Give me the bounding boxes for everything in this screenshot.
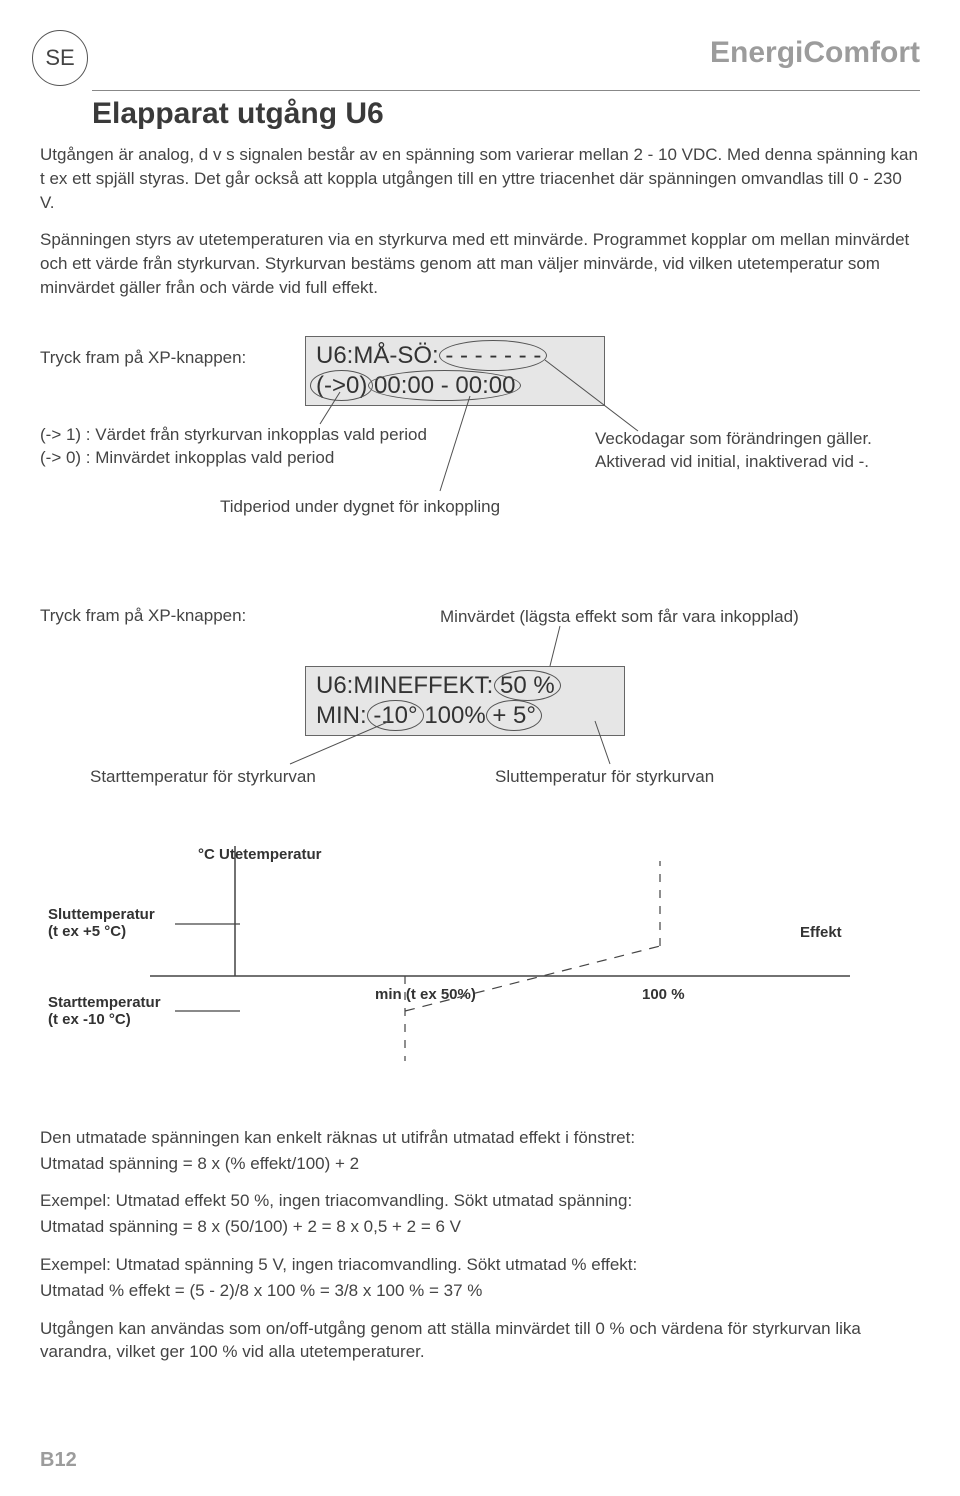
- anno-arrow1-l2: (-> 0) : Minvärdet inkopplas vald period: [40, 448, 334, 467]
- page-number: B12: [40, 1449, 77, 1472]
- tryck-label-2: Tryck fram på XP-knappen:: [40, 606, 246, 626]
- bottom-p4: Utgången kan användas som on/off-utgång …: [40, 1317, 920, 1365]
- brand-name: EnergiComfort: [710, 36, 920, 70]
- intro-para-1: Utgången är analog, d v s signalen bestå…: [40, 143, 920, 214]
- se-badge: SE: [32, 30, 88, 86]
- bottom-p3b: Utmatad % effekt = (5 - 2)/8 x 100 % = 3…: [40, 1279, 920, 1303]
- anno-minvardet: Minvärdet (lägsta effekt som får vara in…: [440, 606, 799, 629]
- curve-start-label: Starttemperatur (t ex -10 °C): [48, 994, 161, 1028]
- bottom-p2: Exempel: Utmatad effekt 50 %, ingen tria…: [40, 1189, 920, 1213]
- bottom-p1: Den utmatade spänningen kan enkelt räkna…: [40, 1126, 920, 1150]
- tryck-label-1: Tryck fram på XP-knappen:: [40, 348, 246, 368]
- curve-start-2: (t ex -10 °C): [48, 1011, 131, 1028]
- lcd2-line1-oval: 50 %: [500, 672, 555, 699]
- anno-starttemp: Starttemperatur för styrkurvan: [90, 766, 316, 789]
- lcd2-line2-mid: 100%: [424, 702, 485, 729]
- curve-slut-1: Sluttemperatur: [48, 906, 155, 923]
- lcd1-line1-pre: U6:MÅ-SÖ:: [316, 342, 439, 369]
- curve-hundred-label: 100 %: [642, 986, 685, 1003]
- lcd-mineffekt: U6:MINEFFEKT: 50 % MIN: -10° 100% + 5°: [305, 666, 625, 736]
- curve-start-1: Starttemperatur: [48, 994, 161, 1011]
- anno-arrow-1: (-> 1) : Värdet från styrkurvan inkoppla…: [40, 424, 427, 470]
- content-area: Utgången är analog, d v s signalen bestå…: [40, 143, 920, 1364]
- bottom-p1b: Utmatad spänning = 8 x (% effekt/100) + …: [40, 1152, 920, 1176]
- header-divider: [92, 90, 920, 91]
- lcd1-line2-oval1: (->0): [316, 372, 367, 399]
- curve-slut-label: Sluttemperatur (t ex +5 °C): [48, 906, 155, 940]
- lcd2-line2-oval2: + 5°: [492, 702, 536, 729]
- lcd2-line2-oval1: -10°: [373, 702, 417, 729]
- bottom-p3: Exempel: Utmatad spänning 5 V, ingen tri…: [40, 1253, 920, 1277]
- section-mineffekt: Tryck fram på XP-knappen: Minvärdet (läg…: [40, 606, 920, 826]
- curve-effekt-label: Effekt: [800, 924, 842, 941]
- curve-slut-2: (t ex +5 °C): [48, 923, 126, 940]
- anno-tidperiod: Tidperiod under dygnet för inkoppling: [220, 496, 500, 519]
- curve-min-label: min (t ex 50%): [375, 986, 476, 1003]
- curve-diagram: °C Utetemperatur Sluttemperatur (t ex +5…: [40, 846, 920, 1096]
- anno-veckodagar: Veckodagar som förändringen gäller. Akti…: [595, 428, 895, 474]
- anno-sluttemp: Sluttemperatur för styrkurvan: [495, 766, 714, 789]
- curve-y-title: °C Utetemperatur: [198, 846, 322, 863]
- lcd2-line2-pre: MIN:: [316, 702, 367, 729]
- intro-para-2: Spänningen styrs av utetemperaturen via …: [40, 228, 920, 299]
- curve-svg: [40, 846, 920, 1096]
- lcd2-line1-pre: U6:MINEFFEKT:: [316, 672, 493, 699]
- anno-arrow1-l1: (-> 1) : Värdet från styrkurvan inkoppla…: [40, 425, 427, 444]
- bottom-p2b: Utmatad spänning = 8 x (50/100) + 2 = 8 …: [40, 1215, 920, 1239]
- section-schedule: Tryck fram på XP-knappen: U6:MÅ-SÖ: - - …: [40, 336, 920, 576]
- page-title: Elapparat utgång U6: [92, 97, 920, 131]
- header: SE EnergiComfort: [40, 30, 920, 86]
- bottom-text: Den utmatade spänningen kan enkelt räkna…: [40, 1126, 920, 1364]
- lcd1-line1-oval: - - - - - - -: [445, 342, 541, 369]
- lcd-schedule: U6:MÅ-SÖ: - - - - - - - (->0) 00:00 - 00…: [305, 336, 605, 406]
- curve-y-title-text: °C Utetemperatur: [198, 846, 322, 863]
- lcd1-line2-oval2: 00:00 - 00:00: [374, 372, 515, 399]
